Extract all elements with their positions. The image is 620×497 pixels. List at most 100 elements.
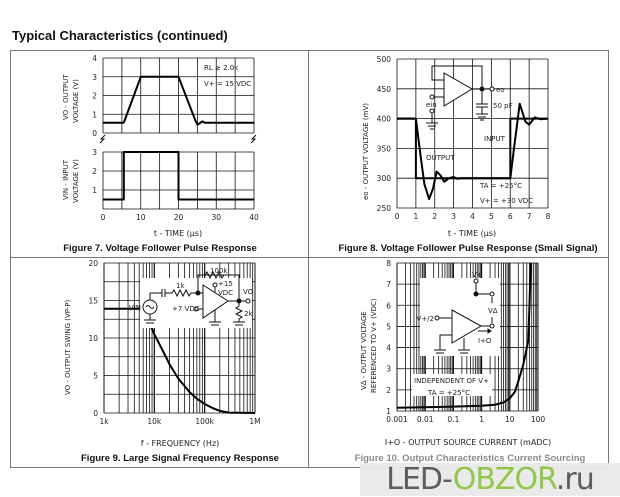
fig8-circuit-ein: ein bbox=[426, 101, 437, 109]
fig10-ytick-label: 7 bbox=[386, 280, 391, 289]
fig9-ytick-label: 15 bbox=[88, 297, 98, 306]
fig10-ytick-label: 4 bbox=[386, 344, 391, 353]
watermark-led: LED- bbox=[386, 462, 453, 497]
fig7-output-ytick-label: 4 bbox=[92, 54, 97, 63]
fig9-ytick-label: 0 bbox=[93, 409, 98, 418]
fig10-note-ta: TA = +25°C bbox=[427, 389, 470, 397]
fig9-xtick-label: 1M bbox=[249, 417, 260, 426]
fig7-ylabel-bot-2: VOLTAGE (V) bbox=[72, 159, 80, 203]
fig9-circuit-vo: VO bbox=[243, 288, 254, 296]
fig7-input-xtick-label: 30 bbox=[211, 213, 221, 222]
fig10-xtick-label: 0.01 bbox=[417, 415, 434, 424]
fig7-axis-break-right bbox=[250, 134, 257, 144]
fig8-xtick-label: 7 bbox=[527, 212, 532, 221]
fig8-circuit-eo: eo bbox=[496, 86, 505, 94]
fig10-ytick-label: 5 bbox=[386, 322, 391, 331]
fig7-ylabel-top-1: VO - OUTPUT bbox=[62, 74, 70, 120]
fig8-xtick-label: 2 bbox=[432, 212, 437, 221]
fig7-output-ytick-label: 2 bbox=[92, 92, 97, 101]
fig9-ytick-label: 5 bbox=[93, 372, 98, 381]
fig8-note-vplus: V+ = +30 VDC bbox=[480, 197, 533, 205]
fig9-circuit-vin: VIN bbox=[129, 304, 141, 312]
fig10-xtick-label: 0.001 bbox=[386, 415, 408, 424]
fig9-circuit-vplus: +15 bbox=[218, 280, 233, 288]
fig10-ylabel-2: REFERENCED TO V+ (VDC) bbox=[370, 298, 378, 393]
fig9-ytick-label: 20 bbox=[88, 259, 98, 268]
fig8-xtick-label: 1 bbox=[413, 212, 418, 221]
fig7-input-ytick-label: 2 bbox=[92, 167, 97, 176]
fig7-input-ytick-label: 3 bbox=[92, 148, 97, 157]
fig9-ylabel: VO - OUTPUT SWING (VP-P) bbox=[64, 299, 72, 395]
fig8-xtick-label: 4 bbox=[470, 212, 475, 221]
fig10-xtick-label: 100 bbox=[531, 415, 546, 424]
fig7-output-series-output bbox=[103, 75, 254, 126]
fig7-input-xtick-label: 20 bbox=[174, 213, 184, 222]
fig10-ytick-label: 3 bbox=[386, 365, 391, 374]
fig10-xtick-label: 1 bbox=[479, 415, 484, 424]
fig10-circuit-vdelta: VΔ bbox=[488, 307, 498, 315]
fig7-input-plot: 0 10 20 30 40 1 2 3 bbox=[92, 148, 259, 222]
fig8-series-output bbox=[397, 102, 549, 201]
fig7-input-ytick-label: 1 bbox=[92, 186, 97, 195]
fig9-xlabel: f - FREQUENCY (Hz) bbox=[141, 439, 220, 448]
fig7-input-xtick-label: 0 bbox=[101, 213, 106, 222]
fig10-circuit-io: I+O bbox=[478, 337, 492, 345]
fig7-input-series-input bbox=[103, 151, 254, 201]
fig8-ylabel: eo - OUTPUT VOLTAGE (mV) bbox=[362, 103, 370, 200]
fig10-circuit-vplus: V+ bbox=[472, 271, 483, 279]
fig10-xtick-label: 0.1 bbox=[447, 415, 459, 424]
fig8-xtick-label: 0 bbox=[395, 212, 400, 221]
fig10-note-independent: INDEPENDENT OF V+ bbox=[414, 377, 489, 385]
fig8-ytick-label: 450 bbox=[377, 85, 392, 94]
fig7-caption: Figure 7. Voltage Follower Pulse Respons… bbox=[63, 243, 257, 254]
fig8-xtick-label: 3 bbox=[451, 212, 456, 221]
fig7-ylabel-bot-1: VIN - INPUT bbox=[62, 159, 70, 200]
fig8-circuit-cap: 50 pF bbox=[493, 102, 513, 110]
fig7-output-ytick-label: 0 bbox=[92, 129, 97, 138]
fig7-note-rl: RL ≥ 2.0k bbox=[204, 64, 239, 72]
fig9-circuit-schematic bbox=[140, 270, 252, 328]
fig8-output-label: OUTPUT bbox=[426, 154, 455, 162]
fig8-input-label: INPUT bbox=[484, 135, 506, 143]
fig8-circuit-schematic bbox=[426, 65, 495, 130]
fig8-xtick-label: 6 bbox=[508, 212, 513, 221]
fig8-ytick-label: 350 bbox=[377, 144, 392, 153]
fig10-circuit-vhalf: V+/2 bbox=[417, 315, 434, 323]
fig7-xlabel: t - TIME (µs) bbox=[154, 229, 202, 238]
fig9-circuit-rf: 100k bbox=[210, 267, 228, 275]
fig10-xtick-label: 10 bbox=[505, 415, 515, 424]
fig10-ytick-label: 1 bbox=[386, 407, 391, 416]
fig8-ytick-label: 300 bbox=[377, 174, 392, 183]
fig8-ytick-label: 500 bbox=[377, 55, 392, 64]
watermark-ru: .ru bbox=[555, 462, 595, 497]
fig10-series-v- bbox=[396, 262, 532, 409]
watermark-logo: LED-OBZOR.ru bbox=[360, 463, 620, 496]
fig9-circuit-rl: 2k bbox=[244, 310, 253, 318]
fig7-input-xtick-label: 10 bbox=[136, 213, 146, 222]
fig8-xlabel: t - TIME (µs) bbox=[448, 229, 496, 238]
fig9-xtick-label: 100k bbox=[195, 417, 214, 426]
fig10-note-backdrop bbox=[412, 374, 492, 396]
fig7-ylabel-top-2: VOLTAGE (V) bbox=[72, 79, 80, 123]
fig9-ytick-label: 10 bbox=[88, 334, 98, 343]
fig9-circuit-vdc: VDC bbox=[218, 289, 233, 297]
figure-frame bbox=[10, 50, 609, 468]
fig10-caption: Figure 10. Output Characteristics Curren… bbox=[355, 453, 586, 464]
watermark-obzor: OBZOR bbox=[452, 462, 557, 497]
fig9-caption: Figure 9. Large Signal Frequency Respons… bbox=[81, 453, 279, 464]
fig8-caption: Figure 8. Voltage Follower Pulse Respons… bbox=[338, 243, 597, 254]
fig8-ytick-label: 250 bbox=[377, 204, 392, 213]
fig8-note-ta: TA = +25°C bbox=[479, 182, 522, 190]
fig8-ytick-label: 400 bbox=[377, 115, 392, 124]
fig10-ytick-label: 6 bbox=[386, 301, 391, 310]
fig10-xlabel: I+O - OUTPUT SOURCE CURRENT (mADC) bbox=[385, 438, 551, 447]
page-title: Typical Characteristics (continued) bbox=[12, 28, 228, 43]
fig10-circuit-schematic bbox=[420, 278, 500, 356]
fig7-note-vplus: V+ = 15 VDC bbox=[204, 80, 251, 88]
fig7-output-ytick-label: 3 bbox=[92, 73, 97, 82]
fig9-circuit-rin: 1k bbox=[176, 282, 185, 290]
fig7-input-xtick-label: 40 bbox=[249, 213, 259, 222]
fig7-axis-break-left bbox=[99, 134, 106, 144]
